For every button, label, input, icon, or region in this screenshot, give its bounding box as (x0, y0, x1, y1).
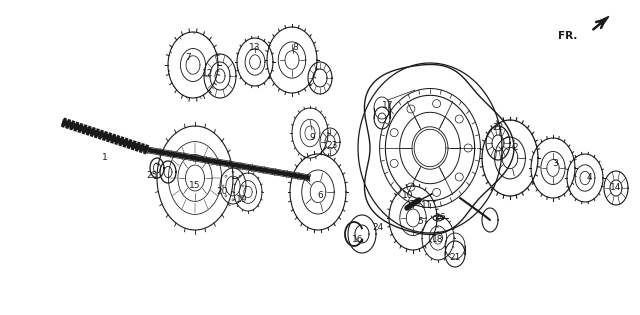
Text: 23: 23 (326, 140, 338, 150)
Text: 17: 17 (382, 100, 394, 110)
Text: 21: 21 (449, 254, 461, 262)
Text: 22: 22 (492, 123, 504, 133)
Text: 18: 18 (432, 236, 444, 244)
Text: 25: 25 (147, 170, 157, 180)
Text: 14: 14 (611, 184, 621, 192)
Text: 5: 5 (417, 217, 423, 226)
Text: 8: 8 (292, 43, 298, 53)
Polygon shape (599, 16, 609, 25)
Text: 2: 2 (512, 144, 518, 152)
Text: 10: 10 (403, 191, 413, 199)
Text: 13: 13 (249, 43, 260, 51)
Text: 12: 12 (202, 68, 214, 77)
Text: 15: 15 (189, 180, 201, 190)
Text: 26: 26 (435, 214, 445, 222)
Text: 3: 3 (552, 158, 558, 168)
Text: 1: 1 (102, 153, 108, 163)
Text: 7: 7 (185, 54, 191, 62)
Text: 16: 16 (352, 236, 364, 244)
Text: 20: 20 (216, 187, 228, 197)
Text: 19: 19 (236, 196, 248, 204)
Text: 9: 9 (309, 134, 315, 142)
Text: 4: 4 (586, 174, 592, 182)
Text: 6: 6 (317, 191, 323, 199)
Text: FR.: FR. (557, 31, 577, 41)
Text: 24: 24 (372, 224, 383, 232)
Text: 11: 11 (421, 201, 433, 209)
